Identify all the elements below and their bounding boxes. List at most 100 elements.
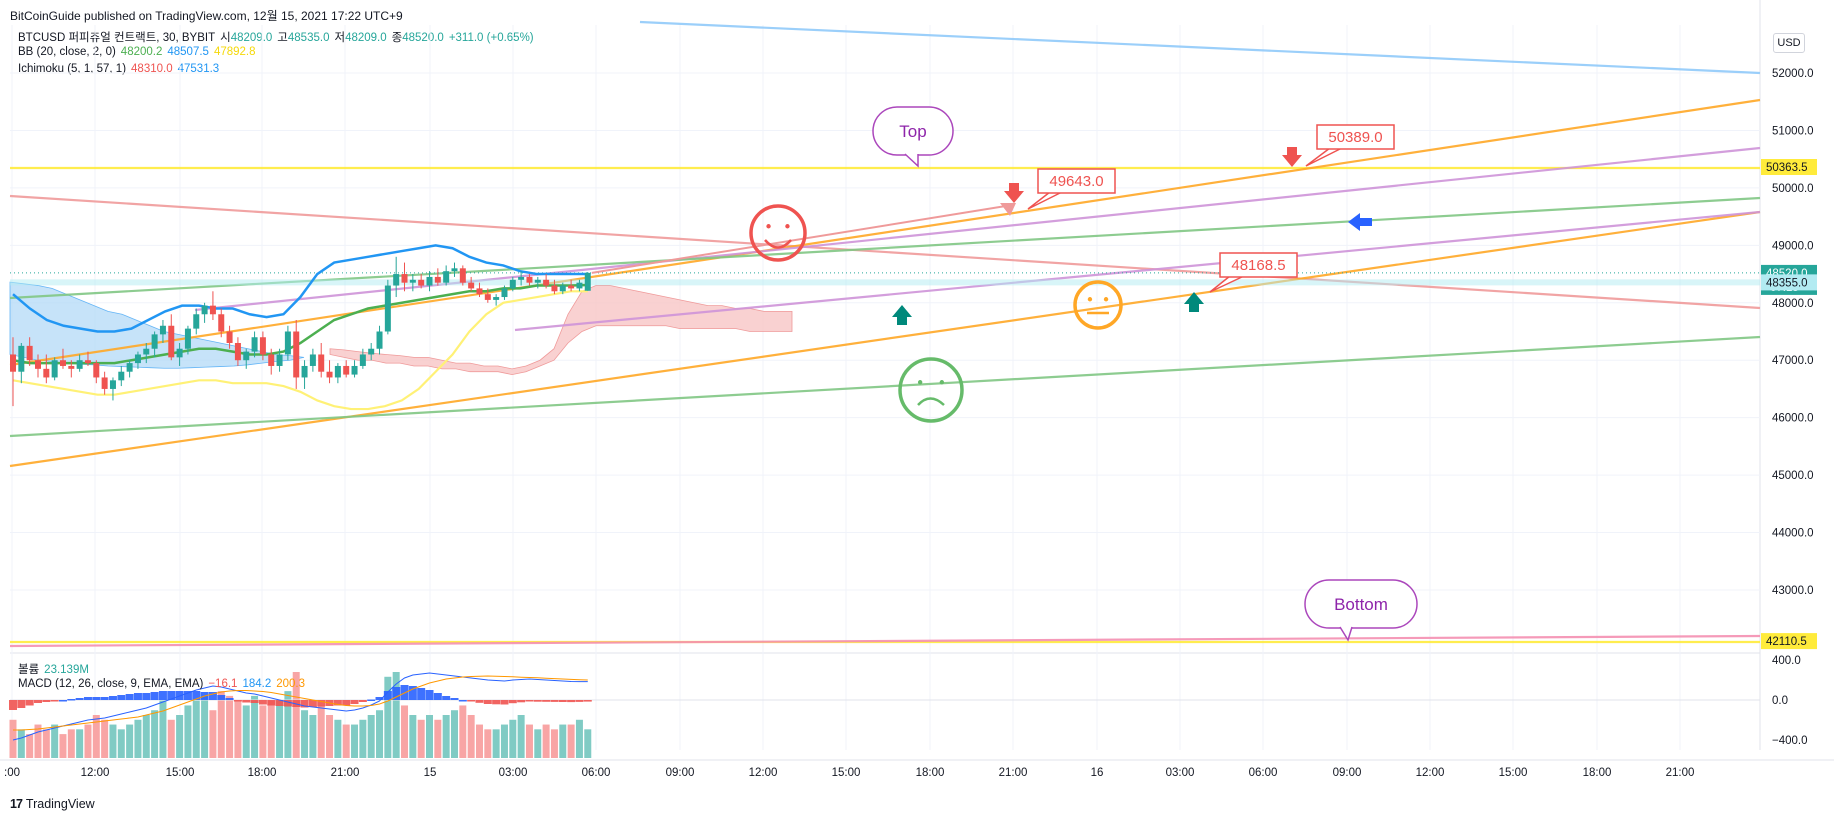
currency-button[interactable]: USD <box>1773 33 1805 53</box>
orange-channel-lower <box>9 210 1761 468</box>
candle <box>276 354 283 366</box>
macd-hist-bar <box>9 700 17 710</box>
macd-hist-bar <box>567 700 576 703</box>
volume-bar <box>550 729 558 758</box>
macd-hist-bar <box>83 697 92 700</box>
macd-hist-bar <box>558 700 567 702</box>
macd-axis-label: 0.0 <box>1772 695 1788 707</box>
price-badge: 48355.0 <box>1761 274 1817 291</box>
red-trendline <box>9 194 1761 310</box>
volume-bar <box>376 710 384 758</box>
volume-bar <box>34 724 42 758</box>
candle <box>84 360 91 364</box>
candle <box>326 371 333 378</box>
volume-bar <box>134 719 142 758</box>
volume-bar <box>209 710 217 758</box>
macd-hist-bar <box>108 696 117 700</box>
candle <box>384 285 391 332</box>
price-label-50389: 50389.0 <box>1305 124 1395 167</box>
macd-hist-bar <box>300 700 309 708</box>
bb-legend: BB (20, close, 2, 0) 48200.2 48507.5 47892.… <box>18 46 261 58</box>
volume-bar <box>384 676 392 758</box>
candle <box>509 279 516 289</box>
volume-bar <box>334 719 342 758</box>
volume-bar <box>326 715 334 758</box>
sad-face-icon <box>898 357 964 423</box>
candle <box>159 325 166 335</box>
volume-bar <box>126 724 134 758</box>
candle <box>409 279 416 283</box>
tradingview-logo[interactable]: 17 TradingView <box>10 797 95 811</box>
candle <box>343 365 350 375</box>
projection-arrow-head <box>1000 203 1016 216</box>
volume-bar <box>500 724 508 758</box>
macd-hist-bar <box>258 700 267 705</box>
time-tick-label: 18:00 <box>916 767 945 779</box>
volume-bar <box>92 715 100 758</box>
candle <box>301 365 308 378</box>
candle <box>243 351 250 361</box>
macd-hist-bar <box>425 690 434 700</box>
volume-bar <box>284 691 292 758</box>
candle <box>368 348 375 355</box>
volume-bar <box>301 710 309 758</box>
volume-bar <box>151 710 159 758</box>
macd-hist-bar <box>333 700 342 706</box>
candle <box>434 276 441 283</box>
macd-hist-bar <box>408 686 417 700</box>
candle <box>151 334 158 349</box>
time-tick-label: 15:00 <box>166 767 195 779</box>
price-tick-label: 49000.0 <box>1772 240 1814 252</box>
macd-axis-label: −400.0 <box>1772 735 1808 747</box>
top-callout: Top <box>872 106 954 168</box>
candle <box>334 365 341 378</box>
macd-hist-bar <box>533 700 542 702</box>
macd-hist-bar <box>233 700 242 702</box>
ichimoku-v2: 47531.3 <box>177 63 220 75</box>
green-trendline-lower <box>9 335 1761 438</box>
price-tick-label: 47000.0 <box>1772 355 1814 367</box>
high-value: 48535.0 <box>287 32 330 44</box>
macd-hist-bar <box>308 700 317 707</box>
macd-hist-bar <box>167 691 176 700</box>
time-tick-label: 12:00 <box>81 767 110 779</box>
macd-hist-bar <box>225 698 234 700</box>
time-tick-label: :00 <box>4 767 20 779</box>
buy-arrow-icon <box>892 305 912 325</box>
volume-bar <box>101 719 109 758</box>
volume-bar <box>159 700 167 758</box>
macd-hist-bar <box>375 697 384 700</box>
ichimoku-legend: Ichimoku (5, 1, 57, 1) 48310.0 47531.3 <box>18 63 224 75</box>
symbol-name: BTCUSD 퍼피츄얼 컨트랙트, 30, BYBIT <box>18 32 216 44</box>
volume-bar <box>534 729 542 758</box>
volume-bar <box>42 729 50 758</box>
macd-hist-bar <box>50 700 59 702</box>
candle <box>493 297 500 300</box>
macd-hist-bar <box>383 691 392 700</box>
candle <box>551 285 558 292</box>
low-label: 저 <box>334 32 346 44</box>
price-tick-label: 50000.0 <box>1772 183 1814 195</box>
macd-hist-bar <box>17 700 26 708</box>
volume-bar <box>401 705 409 758</box>
candle <box>268 354 275 366</box>
time-tick-label: 12:00 <box>1416 767 1445 779</box>
macd-hist-bar <box>317 700 326 707</box>
macd-hist-bar <box>417 688 426 700</box>
macd-value: 184.2 <box>242 678 272 690</box>
macd-hist-bar <box>283 700 292 707</box>
macd-hist-bar <box>92 697 101 700</box>
svg-text:49643.0: 49643.0 <box>1049 173 1103 190</box>
macd-hist-bar <box>217 695 226 700</box>
svg-text:Top: Top <box>899 122 926 141</box>
svg-text:48168.5: 48168.5 <box>1231 257 1285 274</box>
candle <box>143 348 150 355</box>
candle <box>559 285 566 292</box>
volume-bar <box>59 734 67 758</box>
macd-hist-bar <box>450 698 459 700</box>
volume-bar <box>251 695 259 758</box>
volume-bar <box>76 729 84 758</box>
candle <box>284 331 291 355</box>
candle <box>193 314 200 329</box>
